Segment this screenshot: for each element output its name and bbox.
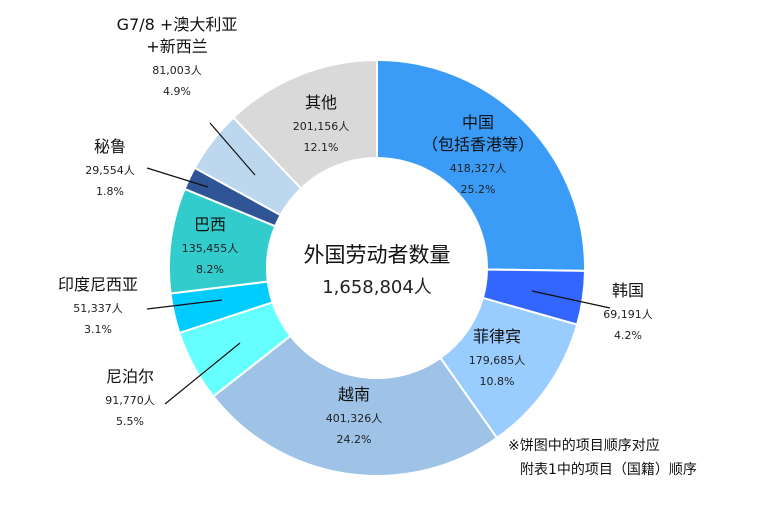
slice-percent-label-8: 4.9%	[163, 85, 191, 98]
donut-slice-9	[231, 58, 378, 190]
slice-value-label-0: 418,327人	[450, 162, 507, 175]
slice-percent-label-4: 5.5%	[116, 415, 144, 428]
slice-name-0-1: （包括香港等）	[422, 135, 534, 154]
leader-line-4	[164, 342, 241, 405]
slice-percent-label-0: 25.2%	[461, 183, 496, 196]
slice-name-8-1: +新西兰	[146, 37, 207, 56]
center-title: 外国劳动者数量	[304, 243, 451, 267]
slice-name-7-0: 秘鲁	[94, 137, 126, 156]
slices-layer	[168, 58, 586, 477]
leader-line-7	[146, 167, 209, 188]
slice-value-label-4: 91,770人	[105, 394, 155, 407]
slice-value-label-1: 69,191人	[603, 308, 653, 321]
slice-name-3-0: 越南	[338, 385, 370, 404]
slice-percent-label-9: 12.1%	[304, 141, 339, 154]
slice-percent-label-5: 3.1%	[84, 323, 112, 336]
note-line-1: ※饼图中的项目顺序对应	[508, 437, 660, 454]
slice-name-6-0: 巴西	[194, 215, 226, 234]
leader-lines-layer	[146, 122, 611, 405]
slice-name-4-0: 尼泊尔	[106, 367, 154, 386]
slice-value-label-7: 29,554人	[85, 164, 135, 177]
slice-name-0-0: 中国	[462, 113, 494, 132]
slice-value-label-9: 201,156人	[293, 120, 350, 133]
slice-value-label-3: 401,326人	[326, 412, 383, 425]
slice-percent-label-7: 1.8%	[96, 185, 124, 198]
slice-name-8-0: G7/8 +澳大利亚	[117, 15, 238, 34]
slice-value-label-2: 179,685人	[469, 354, 526, 367]
slice-percent-label-2: 10.8%	[480, 375, 515, 388]
slice-percent-label-3: 24.2%	[337, 433, 372, 446]
slice-name-5-0: 印度尼西亚	[58, 275, 138, 294]
slice-percent-label-1: 4.2%	[614, 329, 642, 342]
slice-value-label-5: 51,337人	[73, 302, 123, 315]
leader-line-8	[209, 122, 256, 176]
slice-value-label-8: 81,003人	[152, 64, 202, 77]
note-line-2: 附表1中的项目（国籍）顺序	[520, 461, 697, 478]
center-total: 1,658,804人	[322, 277, 432, 298]
donut-slice-3	[211, 334, 499, 477]
slice-name-1-0: 韩国	[612, 281, 644, 300]
donut-slice-0	[376, 58, 586, 272]
leader-line-1	[531, 290, 611, 309]
labels-layer: 中国 （包括香港等） 418,327人 25.2% 韩国 69,191人 4.2% 菲律宾 17…	[58, 15, 653, 446]
slice-name-2-0: 菲律宾	[473, 327, 521, 346]
slice-value-label-6: 135,455人	[182, 242, 239, 255]
leader-line-5	[146, 299, 223, 310]
slice-percent-label-6: 8.2%	[196, 263, 224, 276]
slice-name-9-0: 其他	[305, 93, 337, 112]
